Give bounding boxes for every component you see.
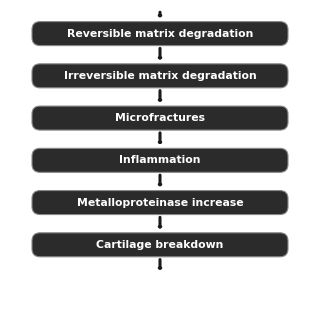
Text: Irreversible matrix degradation: Irreversible matrix degradation (64, 71, 256, 81)
FancyBboxPatch shape (32, 64, 288, 88)
Text: Metalloproteinase increase: Metalloproteinase increase (77, 197, 243, 208)
FancyBboxPatch shape (32, 190, 288, 214)
Text: Microfractures: Microfractures (115, 113, 205, 123)
FancyBboxPatch shape (32, 233, 288, 257)
FancyBboxPatch shape (32, 22, 288, 45)
Text: Reversible matrix degradation: Reversible matrix degradation (67, 28, 253, 39)
FancyBboxPatch shape (32, 106, 288, 130)
Text: Cartilage breakdown: Cartilage breakdown (96, 240, 224, 250)
Text: Inflammation: Inflammation (119, 155, 201, 165)
FancyBboxPatch shape (32, 148, 288, 172)
